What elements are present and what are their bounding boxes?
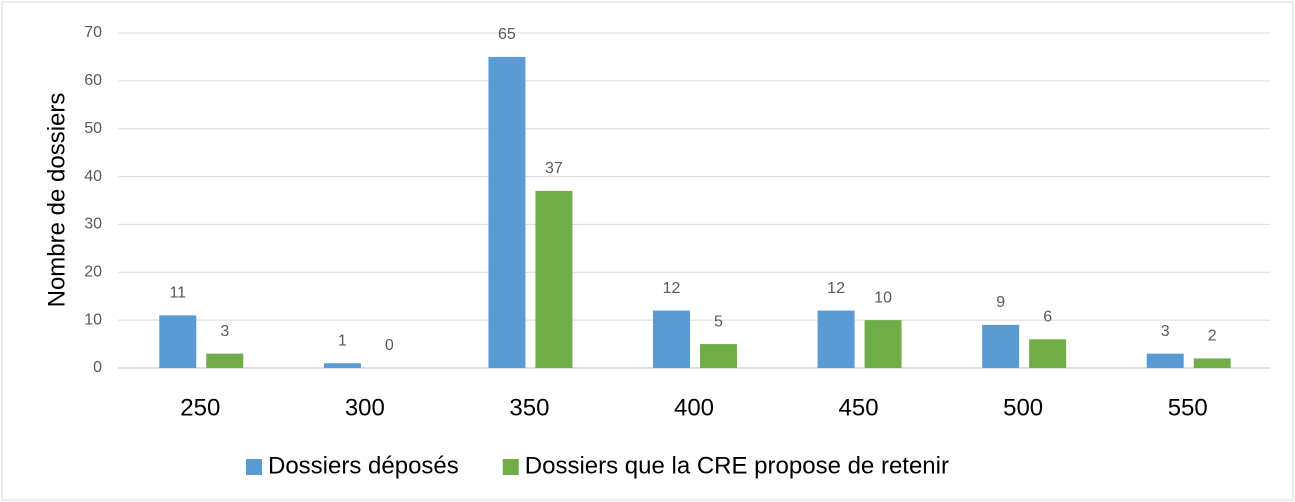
- y-tick-label: 20: [84, 264, 102, 281]
- x-tick-label: 350: [509, 394, 549, 421]
- data-label: 9: [996, 294, 1005, 311]
- data-label: 12: [827, 280, 845, 297]
- data-label: 37: [545, 160, 563, 177]
- bar: [1029, 339, 1067, 368]
- bar: [864, 320, 902, 368]
- data-label: 1: [338, 332, 347, 349]
- y-tick-label: 10: [84, 311, 102, 328]
- x-tick-label: 400: [674, 394, 714, 421]
- bar: [488, 56, 526, 369]
- bar: [206, 353, 244, 368]
- legend-label: Dossiers déposés: [268, 452, 459, 479]
- legend-swatch: [502, 459, 519, 475]
- data-label: 6: [1043, 309, 1052, 326]
- bar: [700, 344, 737, 368]
- data-label: 10: [874, 289, 892, 306]
- x-tick-label: 450: [839, 394, 879, 421]
- bar: [982, 324, 1020, 368]
- bar: [653, 310, 690, 368]
- data-label: 3: [1161, 323, 1170, 340]
- bar: [1146, 353, 1184, 368]
- data-label: 2: [1208, 328, 1217, 345]
- y-tick-label: 30: [84, 216, 102, 233]
- legend-swatch: [246, 459, 262, 475]
- y-tick-label: 40: [84, 168, 102, 185]
- legend-label: Dossiers que la CRE propose de retenir: [525, 452, 949, 479]
- data-label: 11: [169, 285, 186, 302]
- x-tick-label: 300: [345, 394, 385, 421]
- data-label: 3: [220, 323, 229, 340]
- data-label: 65: [498, 26, 516, 43]
- y-tick-label: 50: [84, 120, 102, 137]
- data-label: 5: [714, 313, 723, 330]
- bar: [323, 363, 361, 368]
- y-tick-label: 70: [84, 24, 102, 41]
- x-tick-label: 250: [180, 394, 220, 421]
- data-label: 12: [663, 280, 681, 297]
- y-axis-label: Nombre de dossiers: [43, 93, 70, 308]
- data-label: 0: [385, 337, 394, 354]
- bar: [535, 190, 573, 368]
- x-tick-label: 550: [1168, 394, 1208, 421]
- x-tick-label: 500: [1003, 394, 1043, 421]
- bar: [1193, 358, 1231, 368]
- bar: [159, 315, 197, 368]
- y-tick-label: 60: [84, 72, 102, 89]
- bar: [817, 310, 855, 368]
- y-tick-label: 0: [93, 359, 102, 376]
